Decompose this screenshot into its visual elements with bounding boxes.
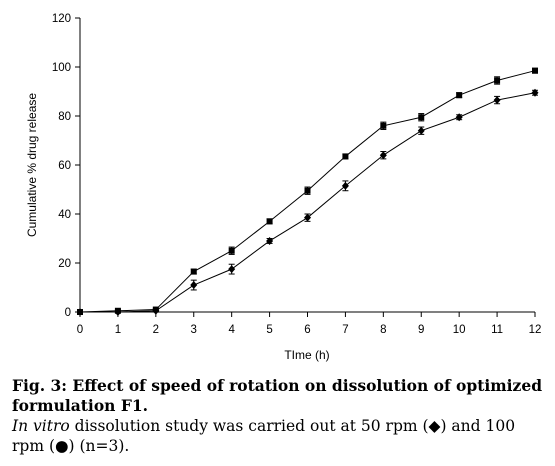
x-tick-label: 1 (115, 324, 121, 336)
data-point-square (266, 218, 273, 225)
y-axis-title: Cumulative % drug release (25, 93, 39, 237)
data-point-square (228, 247, 235, 254)
caption-note-italic: In vitro (12, 417, 70, 435)
x-tick-label: 12 (529, 324, 542, 336)
y-tick-label: 20 (58, 258, 71, 270)
data-point-diamond (304, 213, 311, 222)
caption-note-text: dissolution study was carried out at 50 … (12, 417, 516, 455)
x-tick-label: 0 (77, 324, 83, 336)
x-tick-label: 8 (380, 324, 386, 336)
y-tick-label: 80 (58, 111, 71, 123)
data-point-diamond (190, 281, 198, 290)
x-tick-label: 2 (153, 324, 159, 336)
data-point-diamond (266, 236, 274, 245)
data-point-diamond (228, 265, 236, 274)
y-axis-ticks: 0 20 40 60 80 100 120 (52, 13, 80, 319)
x-tick-label: 4 (228, 324, 235, 336)
data-point-diamond (379, 151, 387, 160)
data-point-diamond (493, 96, 501, 105)
x-tick-label: 6 (304, 324, 310, 336)
x-axis-title: TIme (h) (284, 348, 329, 362)
data-point-diamond (341, 181, 349, 190)
figure-caption: Fig. 3: Effect of speed of rotation on d… (12, 376, 552, 456)
x-tick-label: 11 (491, 324, 503, 336)
data-point-square (456, 92, 463, 99)
x-tick-label: 7 (342, 324, 348, 336)
x-tick-label: 5 (266, 324, 272, 336)
data-point-square (342, 153, 349, 160)
y-tick-label: 100 (52, 62, 71, 74)
y-tick-label: 60 (58, 160, 71, 172)
plot-frame (79, 18, 535, 313)
data-point-diamond (417, 126, 425, 135)
series-diamond (76, 88, 539, 316)
data-point-diamond (455, 113, 463, 122)
caption-note: In vitro dissolution study was carried o… (12, 416, 552, 456)
y-tick-label: 120 (52, 13, 71, 25)
x-axis-ticks: 0 1 2 3 4 5 6 7 8 9 10 11 12 (77, 312, 542, 336)
data-point-square (190, 268, 197, 275)
data-point-diamond (76, 308, 84, 316)
data-point-square (494, 77, 501, 84)
x-tick-label: 3 (191, 324, 197, 336)
data-point-diamond (531, 88, 539, 97)
data-point-square (380, 122, 387, 129)
data-point-square (304, 187, 311, 194)
x-tick-label: 9 (418, 324, 424, 336)
series-square (77, 67, 538, 315)
data-point-diamond (152, 306, 160, 315)
caption-title: Fig. 3: Effect of speed of rotation on d… (12, 376, 543, 415)
data-point-diamond (114, 308, 122, 316)
data-point-square (418, 114, 425, 121)
y-tick-label: 0 (65, 307, 71, 319)
data-point-square (532, 67, 538, 74)
series-line (80, 92, 536, 313)
series-layer (76, 67, 539, 316)
y-tick-label: 40 (58, 209, 71, 221)
x-tick-label: 10 (453, 324, 466, 336)
